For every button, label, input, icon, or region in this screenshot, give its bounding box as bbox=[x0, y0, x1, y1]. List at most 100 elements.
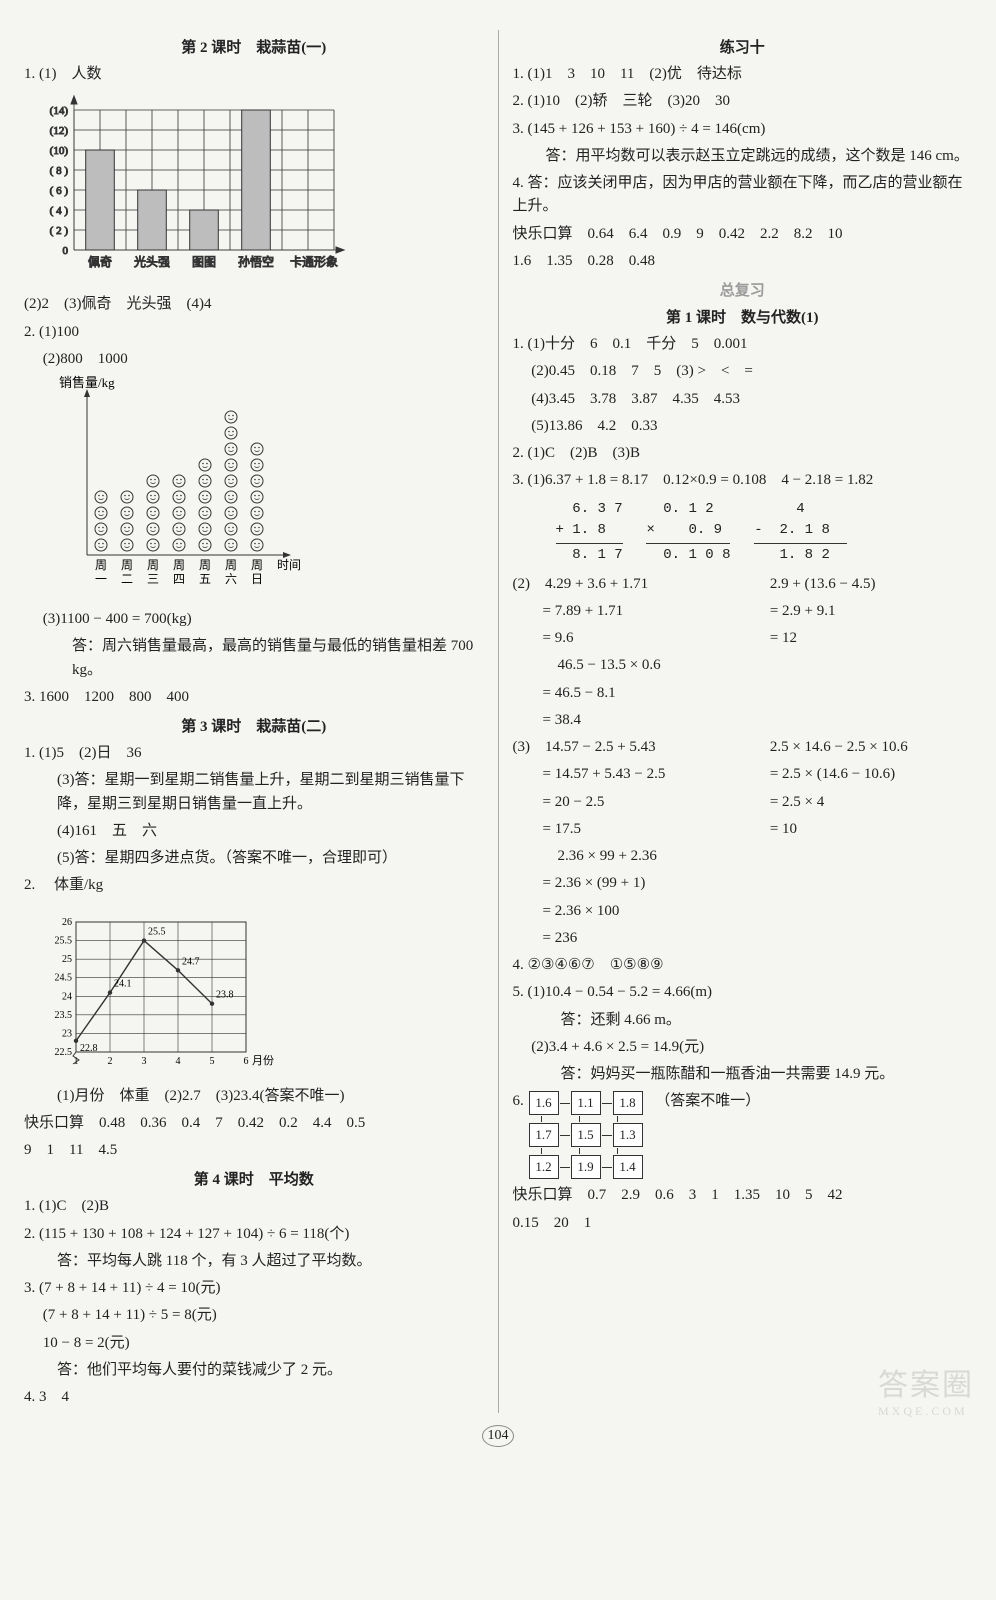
z-q1-4: (4)3.45 3.78 3.87 4.35 4.53 bbox=[513, 388, 973, 411]
grid-cell: 1.7 bbox=[529, 1123, 559, 1147]
t4-q1: 1. (1)C (2)B bbox=[24, 1195, 484, 1218]
svg-text:周: 周 bbox=[199, 558, 211, 572]
svg-text:图图: 图图 bbox=[192, 255, 216, 269]
q3: 3. 1600 1200 800 400 bbox=[24, 686, 484, 709]
svg-text:佩奇: 佩奇 bbox=[88, 255, 112, 269]
svg-text:周: 周 bbox=[147, 558, 159, 572]
z-klks2: 0.15 20 1 bbox=[513, 1212, 973, 1235]
q1-234: (2)2 (3)佩奇 光头强 (4)4 bbox=[24, 293, 484, 316]
svg-text:23: 23 bbox=[62, 1028, 72, 1039]
step-calcs: (2) 4.29 + 3.6 + 1.712.9 + (13.6 − 4.5) … bbox=[513, 573, 973, 951]
t3-q1-5: (5)答：星期四多进点货。（答案不唯一，合理即可） bbox=[24, 847, 484, 870]
right-column: 练习十 1. (1)1 3 10 11 (2)优 待达标 2. (1)10 (2… bbox=[499, 30, 973, 1413]
lx-klks2: 1.6 1.35 0.28 0.48 bbox=[513, 250, 973, 273]
grid-cell: 1.4 bbox=[613, 1155, 643, 1179]
lesson-2-title: 第 2 课时 栽蒜苗(一) bbox=[24, 36, 484, 57]
svg-text:24: 24 bbox=[62, 991, 72, 1002]
t4-q3d: 答：他们平均每人要付的菜钱减少了 2 元。 bbox=[24, 1359, 484, 1382]
practice-10-title: 练习十 bbox=[513, 36, 973, 57]
z-q2: 2. (1)C (2)B (3)B bbox=[513, 442, 973, 465]
svg-text:光头强: 光头强 bbox=[134, 255, 170, 269]
svg-text:( 8 ): ( 8 ) bbox=[50, 165, 69, 177]
bar-chart: (14)(12)(10)( 8 )( 6 )( 4 )( 2 )0 佩奇光头强图… bbox=[24, 90, 484, 285]
review-title: 总复习 bbox=[513, 279, 973, 300]
svg-text:六: 六 bbox=[225, 572, 237, 586]
svg-text:2: 2 bbox=[108, 1056, 113, 1067]
t3-q2-ans: (1)月份 体重 (2)2.7 (3)23.4(答案不唯一) bbox=[24, 1085, 484, 1108]
t3-q1-3: (3)答：星期一到星期二销售量上升，星期二到星期三销售量下降，星期三到星期日销售… bbox=[24, 769, 484, 816]
line-chart-title: 2. 体重/kg bbox=[24, 874, 484, 897]
klks-2: 9 1 11 4.5 bbox=[24, 1139, 484, 1162]
svg-text:26: 26 bbox=[62, 917, 72, 928]
z-q1-5: (5)13.86 4.2 0.33 bbox=[513, 415, 973, 438]
svg-text:一: 一 bbox=[95, 572, 107, 586]
q2-3b: 答：周六销售量最高，最高的销售量与最低的销售量相差 700 kg。 bbox=[24, 635, 484, 682]
q2-2: (2)800 1000 bbox=[24, 348, 484, 371]
svg-text:0: 0 bbox=[63, 245, 69, 257]
svg-text:周: 周 bbox=[95, 558, 107, 572]
left-column: 第 2 课时 栽蒜苗(一) 1. (1) 人数 (14)(12)(10)( 8 … bbox=[24, 30, 499, 1413]
z-q6: 6. 1.6 1.1 1.8 1.7 1.5 1.3 1.2 1.9 1.4 （答案不唯一） bbox=[513, 1090, 973, 1180]
z-q5-2b: 答：妈妈买一瓶陈醋和一瓶香油一共需要 14.9 元。 bbox=[513, 1063, 973, 1086]
grid-cell: 1.9 bbox=[571, 1155, 601, 1179]
svg-text:25: 25 bbox=[62, 954, 72, 965]
svg-text:二: 二 bbox=[121, 572, 133, 586]
svg-text:(10): (10) bbox=[50, 145, 69, 157]
line-chart: 22.52323.52424.52525.526123456月份22.824.1… bbox=[40, 902, 484, 1077]
z-q6-note: （答案不唯一） bbox=[655, 1093, 760, 1109]
vertical-calcs: 6. 3 7 + 1. 8 8. 1 7 0. 1 2 × 0. 9 0. 1 … bbox=[513, 497, 973, 569]
lx-q3a: 3. (145 + 126 + 153 + 160) ÷ 4 = 146(cm) bbox=[513, 118, 973, 141]
lx-q3b: 答：用平均数可以表示赵玉立定跳远的成绩，这个数是 146 cm。 bbox=[513, 145, 973, 168]
svg-text:四: 四 bbox=[173, 572, 185, 586]
q1-1-label: 1. (1) 人数 bbox=[24, 63, 484, 86]
lx-q1: 1. (1)1 3 10 11 (2)优 待达标 bbox=[513, 63, 973, 86]
svg-text:22.5: 22.5 bbox=[55, 1047, 73, 1058]
z-q5-1a: 5. (1)10.4 − 0.54 − 5.2 = 4.66(m) bbox=[513, 981, 973, 1004]
t4-q3b: (7 + 8 + 14 + 11) ÷ 5 = 8(元) bbox=[24, 1304, 484, 1327]
page-number: 104 bbox=[0, 1425, 996, 1463]
svg-text:22.8: 22.8 bbox=[80, 1042, 98, 1053]
svg-text:24.7: 24.7 bbox=[182, 956, 200, 967]
emoji-chart: 销售量/kg周一周二周三周四周五周六周日时间 bbox=[24, 375, 484, 600]
svg-text:周: 周 bbox=[121, 558, 133, 572]
svg-text:周: 周 bbox=[225, 558, 237, 572]
z-q1-1: 1. (1)十分 6 0.1 千分 5 0.001 bbox=[513, 333, 973, 356]
lx-klks1: 快乐口算 0.64 6.4 0.9 9 0.42 2.2 8.2 10 bbox=[513, 223, 973, 246]
lx-q4: 4. 答：应该关闭甲店，因为甲店的营业额在下降，而乙店的营业额在上升。 bbox=[513, 172, 973, 219]
grid-cell: 1.8 bbox=[613, 1091, 643, 1115]
svg-text:三: 三 bbox=[147, 572, 159, 586]
z-q6-label: 6. bbox=[513, 1093, 524, 1109]
grid-cell: 1.1 bbox=[571, 1091, 601, 1115]
grid-cell: 1.5 bbox=[571, 1123, 601, 1147]
calc-mul: 0. 1 2 × 0. 9 0. 1 0 8 bbox=[646, 499, 730, 567]
svg-text:卡通形象: 卡通形象 bbox=[290, 255, 338, 269]
z-q1-2: (2)0.45 0.18 7 5 (3) > < = bbox=[513, 360, 973, 383]
svg-text:孙悟空: 孙悟空 bbox=[238, 254, 274, 269]
svg-text:23.8: 23.8 bbox=[216, 989, 234, 1000]
t4-q2b: 答：平均每人跳 118 个，有 3 人超过了平均数。 bbox=[24, 1250, 484, 1273]
klks-1: 快乐口算 0.48 0.36 0.4 7 0.42 0.2 4.4 0.5 bbox=[24, 1112, 484, 1135]
lesson-4-title: 第 4 课时 平均数 bbox=[24, 1168, 484, 1189]
grid-cell: 1.2 bbox=[529, 1155, 559, 1179]
svg-text:月份: 月份 bbox=[252, 1054, 274, 1067]
calc-add: 6. 3 7 + 1. 8 8. 1 7 bbox=[556, 499, 623, 567]
t4-q4: 4. 3 4 bbox=[24, 1386, 484, 1409]
svg-text:4: 4 bbox=[176, 1056, 181, 1067]
lesson-3-title: 第 3 课时 栽蒜苗(二) bbox=[24, 715, 484, 736]
svg-text:5: 5 bbox=[210, 1056, 215, 1067]
t3-q1-4: (4)161 五 六 bbox=[24, 820, 484, 843]
t4-q3c: 10 − 8 = 2(元) bbox=[24, 1332, 484, 1355]
calc-sub: 4 - 2. 1 8 1. 8 2 bbox=[754, 499, 846, 567]
review-lesson-1-title: 第 1 课时 数与代数(1) bbox=[513, 306, 973, 327]
svg-text:( 6 ): ( 6 ) bbox=[50, 185, 69, 197]
svg-text:6: 6 bbox=[244, 1056, 249, 1067]
z-q5-2a: (2)3.4 + 4.6 × 2.5 = 14.9(元) bbox=[513, 1036, 973, 1059]
t4-q2a: 2. (115 + 130 + 108 + 124 + 127 + 104) ÷… bbox=[24, 1223, 484, 1246]
z-q3-1: 3. (1)6.37 + 1.8 = 8.17 0.12×0.9 = 0.108… bbox=[513, 469, 973, 492]
magic-square: 1.6 1.1 1.8 1.7 1.5 1.3 1.2 1.9 1.4 bbox=[528, 1090, 644, 1180]
grid-cell: 1.6 bbox=[529, 1091, 559, 1115]
svg-text:(12): (12) bbox=[50, 125, 69, 137]
grid-cell: 1.3 bbox=[613, 1123, 643, 1147]
t4-q3a: 3. (7 + 8 + 14 + 11) ÷ 4 = 10(元) bbox=[24, 1277, 484, 1300]
svg-text:24.1: 24.1 bbox=[114, 978, 132, 989]
